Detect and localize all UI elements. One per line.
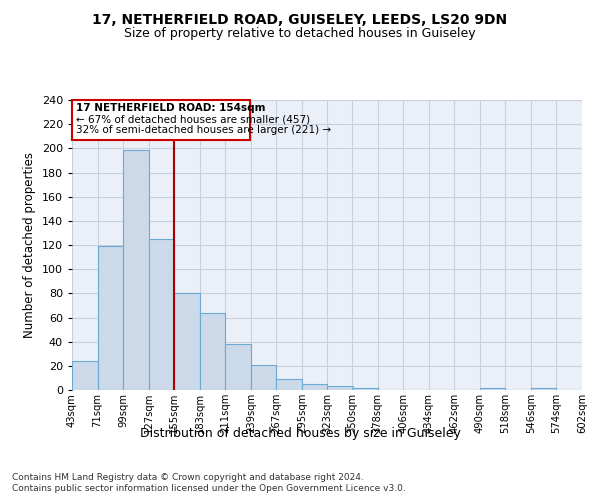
Text: Contains public sector information licensed under the Open Government Licence v3: Contains public sector information licen… (12, 484, 406, 493)
Y-axis label: Number of detached properties: Number of detached properties (23, 152, 36, 338)
Bar (149, 239, 174, 390)
Bar (302, 384, 328, 390)
Text: 17, NETHERFIELD ROAD, GUISELEY, LEEDS, LS20 9DN: 17, NETHERFIELD ROAD, GUISELEY, LEEDS, L… (92, 12, 508, 26)
Bar (352, 388, 377, 390)
Bar (72, 361, 98, 390)
Bar (174, 294, 200, 390)
Text: ← 67% of detached houses are smaller (457): ← 67% of detached houses are smaller (45… (76, 114, 310, 124)
Bar (531, 388, 556, 390)
Text: 32% of semi-detached houses are larger (221) →: 32% of semi-detached houses are larger (… (76, 125, 331, 135)
Bar (98, 246, 123, 390)
Bar (200, 312, 225, 390)
Bar (123, 150, 149, 390)
Bar (225, 344, 251, 390)
Bar (251, 364, 277, 390)
Bar (328, 386, 353, 390)
Text: Contains HM Land Registry data © Crown copyright and database right 2024.: Contains HM Land Registry data © Crown c… (12, 472, 364, 482)
FancyBboxPatch shape (72, 100, 250, 140)
Text: Distribution of detached houses by size in Guiseley: Distribution of detached houses by size … (140, 428, 460, 440)
Bar (480, 388, 505, 390)
Text: Size of property relative to detached houses in Guiseley: Size of property relative to detached ho… (124, 28, 476, 40)
Text: 17 NETHERFIELD ROAD: 154sqm: 17 NETHERFIELD ROAD: 154sqm (76, 104, 265, 114)
Bar (277, 379, 302, 390)
